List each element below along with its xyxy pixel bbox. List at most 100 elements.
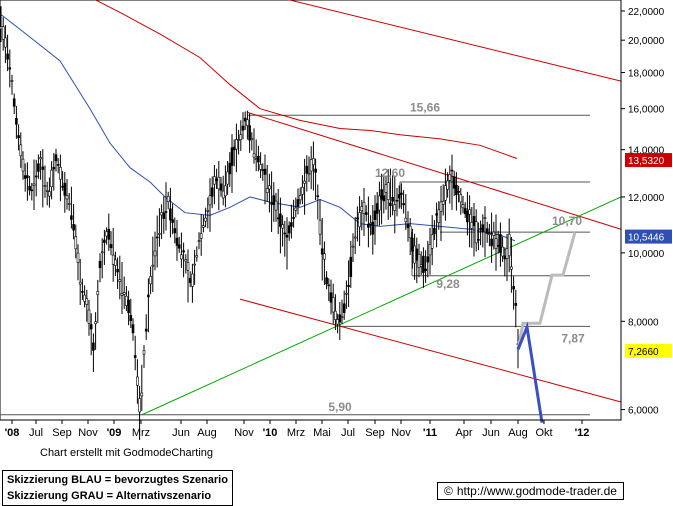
price-bar-body xyxy=(129,314,133,322)
price-bar-body xyxy=(144,328,148,332)
price-bar-body xyxy=(100,251,104,254)
price-bar-body xyxy=(32,183,36,186)
price-bar-body xyxy=(274,200,278,211)
price-bar-body xyxy=(490,238,493,247)
price-bar-body xyxy=(254,158,258,160)
price-bar-body xyxy=(45,190,49,192)
price-bar-body xyxy=(367,223,370,228)
price-bar-body xyxy=(386,182,390,201)
price-bar-body xyxy=(338,314,342,323)
price-bar-body xyxy=(395,199,399,202)
price-bar-body xyxy=(329,292,333,303)
price-bar-body xyxy=(455,185,458,196)
price-chart: 15,66 12,60 10,70 9,28 7,87 5,90 22,0000 20,000… xyxy=(0,0,672,444)
website-link[interactable]: © http://www.godmode-trader.de xyxy=(437,482,624,500)
price-bar-body xyxy=(270,202,273,205)
price-bar-body xyxy=(158,233,161,235)
x-axis-tick-label: Sep xyxy=(52,427,72,439)
price-bar-body xyxy=(441,200,445,205)
price-bar-body xyxy=(362,201,366,215)
price-label-box xyxy=(625,153,672,168)
price-bar-body xyxy=(468,209,471,215)
price-bar-body xyxy=(413,245,416,264)
price-bar-body xyxy=(422,255,425,273)
price-bar-body xyxy=(188,277,192,283)
price-bar-body xyxy=(281,224,284,229)
price-bar-body xyxy=(450,169,454,172)
price-bar-body xyxy=(408,225,412,239)
price-bar-body xyxy=(364,212,368,215)
price-bar-body xyxy=(140,392,144,397)
legend-grey-scenario: Skizzierung GRAU = Alternativszenario xyxy=(7,490,212,502)
price-bar-body xyxy=(406,224,410,229)
price-bar-body xyxy=(358,212,361,228)
y-axis-tick-label: 22,0000 xyxy=(628,7,665,18)
price-label-text: 10,5446 xyxy=(628,233,665,244)
price-bar-body xyxy=(435,213,438,216)
price-bar-body xyxy=(285,234,289,238)
price-bar-body xyxy=(166,195,170,202)
price-bar-body xyxy=(512,286,515,290)
price-bar-body xyxy=(204,217,207,222)
price-bar-body xyxy=(41,166,45,170)
price-bar-body xyxy=(314,168,317,173)
price-bar-body xyxy=(316,195,320,198)
price-bar-body xyxy=(206,210,210,212)
y-axis-tick-label: 12,0000 xyxy=(628,193,665,204)
price-bar-body xyxy=(301,186,304,195)
price-bar-body xyxy=(309,159,313,172)
price-bar-body xyxy=(246,119,249,126)
price-bar-body xyxy=(230,147,234,166)
price-bar-body xyxy=(48,191,51,197)
legend-blue-scenario: Skizzierung BLAU = bevorzugtes Szenario xyxy=(7,474,228,486)
price-bar-body xyxy=(107,228,111,240)
price-bar-body xyxy=(149,276,152,285)
price-bar-body xyxy=(61,185,64,188)
price-bar-body xyxy=(56,164,60,166)
price-bar-body xyxy=(65,195,69,200)
price-bar-body xyxy=(202,225,205,228)
price-bar-body xyxy=(474,221,478,244)
price-bar-body xyxy=(116,268,119,273)
price-bar-body xyxy=(78,281,82,285)
price-bar-body xyxy=(279,213,282,227)
price-bar-body xyxy=(89,324,93,330)
price-bar-body xyxy=(466,210,469,223)
price-bar-body xyxy=(30,189,34,192)
price-bar-body xyxy=(213,176,216,185)
price-bar-body xyxy=(439,201,443,212)
price-bar-body xyxy=(252,153,256,158)
website-url[interactable]: http://www.godmode-trader.de xyxy=(456,484,617,498)
price-bar-body xyxy=(125,295,128,306)
price-bar-body xyxy=(19,144,23,157)
price-bar-body xyxy=(136,376,139,386)
price-bar-body xyxy=(177,244,181,249)
price-bar-body xyxy=(103,239,106,243)
x-axis-tick-label: '09 xyxy=(107,427,122,439)
price-bar-body xyxy=(492,231,496,236)
price-bar-body xyxy=(457,190,460,193)
price-bar-body xyxy=(257,155,260,163)
moving-average-line xyxy=(0,13,516,242)
price-bar-body xyxy=(114,259,117,266)
price-bar-body xyxy=(325,277,328,285)
price-bar-body xyxy=(122,292,126,295)
price-bar-body xyxy=(402,203,405,206)
price-bar-body xyxy=(382,195,386,202)
price-bar-body xyxy=(340,316,344,319)
price-bar-body xyxy=(151,264,155,267)
price-bar-body xyxy=(237,139,240,141)
price-bar-body xyxy=(384,184,388,193)
price-bar-body xyxy=(21,158,25,172)
price-bar-body xyxy=(356,217,359,220)
price-bar-body xyxy=(507,233,511,257)
grey-scenario-path xyxy=(516,231,577,350)
price-bar-body xyxy=(12,98,16,107)
price-bar-body xyxy=(294,207,298,211)
price-bar-body xyxy=(199,233,203,239)
y-axis-tick-label: 14,0000 xyxy=(628,146,665,157)
price-bar-body xyxy=(424,268,427,271)
x-axis-tick-label: Jul xyxy=(341,427,355,439)
price-bar-body xyxy=(76,252,80,263)
price-bar-body xyxy=(477,238,480,241)
